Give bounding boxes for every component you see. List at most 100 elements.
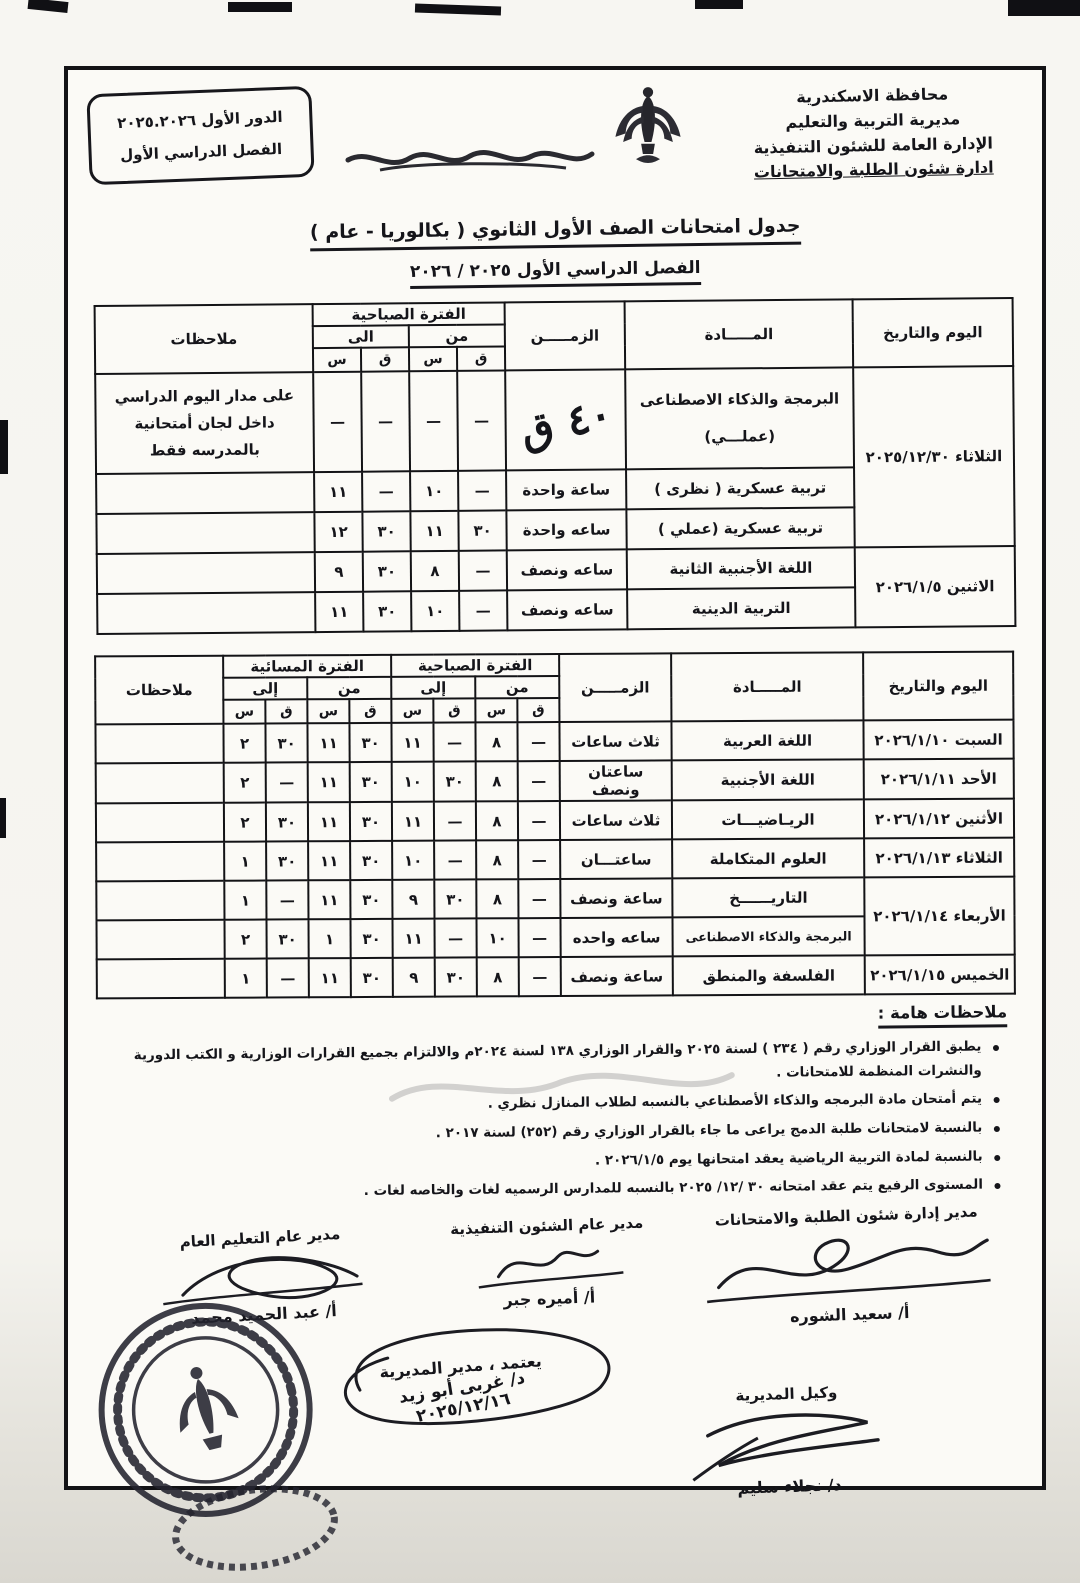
duration-cell: ثلاث ساعات [559, 721, 672, 761]
scan-artifact [0, 420, 8, 474]
t1-header-from: من [408, 324, 505, 348]
notes-cell: على مدار اليوم الدراسي داخل لجان أمتحاني… [95, 372, 315, 475]
time-cell: — [434, 840, 477, 880]
time-cell: ١ [308, 919, 351, 959]
time-cell: ١١ [308, 880, 351, 920]
t1-header-minutes: ق [360, 347, 410, 372]
notes-cell [96, 472, 315, 515]
subject-cell: التاريــــــخ [672, 877, 865, 918]
time-cell: — [409, 370, 459, 472]
notes-cell [96, 919, 225, 960]
time-cell: — [518, 839, 561, 880]
time-cell: ٨ [476, 957, 519, 997]
exams-admin-line: ادارة شئون الطلبة والامتحانات [753, 157, 994, 182]
time-cell: ١١ [307, 723, 350, 763]
signature-scribble [478, 1249, 624, 1289]
subject-cell: تربية عسكرية ( نظرى ) [626, 467, 855, 510]
duration-cell: ساعه واحده [560, 917, 673, 957]
time-cell: ١٠ [392, 840, 435, 880]
time-cell: ٣٠ [349, 761, 392, 803]
time-cell: ٣٠ [266, 919, 309, 959]
official-stamp-icon [98, 1302, 313, 1517]
time-cell: ٣٠ [350, 879, 393, 920]
time-cell: ١١ [315, 591, 364, 633]
time-cell: ١١ [307, 802, 351, 842]
subject-cell: اللغة الأجنبية [671, 759, 864, 801]
time-cell: ٣٠ [433, 761, 476, 802]
time-cell: — [265, 762, 308, 803]
time-cell: ١٠ [410, 470, 459, 512]
time-cell: — [362, 471, 411, 512]
subject-cell: اللغة العربية [671, 720, 864, 761]
official-stamp [63, 1267, 349, 1556]
eagle-emblem-icon [615, 87, 681, 163]
signature-section: مدير إدارة شئون الطلبة والامتحانات أ/ سع… [82, 1202, 1028, 1539]
t1-header-notes: ملاحظات [94, 304, 314, 375]
arabic-banner-scribble [345, 150, 595, 172]
time-cell: ١٠ [476, 918, 519, 958]
t1-header-morning: الفترة الصباحية [312, 302, 505, 327]
time-cell: ٨ [475, 722, 518, 762]
t2-header-evening: الفترة المسائية [223, 654, 392, 678]
table-row: السبت ٢٠٢٦/١/١٠ اللغة العربية ثلاث ساعات… [95, 719, 1014, 764]
signature-general-education: مدير عام التعليم العام أ/ عبد الحميد محم… [110, 1221, 415, 1332]
duration-cell: ساعتـــان [560, 839, 673, 879]
day-cell: الأربعاء ٢٠٢٦/١/١٤ [864, 876, 1015, 956]
time-cell: — [517, 800, 561, 841]
time-cell: ٢ [223, 762, 266, 803]
time-cell: ٣٠ [265, 802, 309, 842]
time-cell: — [518, 956, 561, 997]
t2-header-morning: الفترة الصباحية [391, 653, 560, 677]
general-notes-section: ملاحظات هامة : يطبق القرار الوزاري رقم (… [81, 992, 1029, 1207]
time-cell: — [313, 371, 363, 473]
day-cell: الثلاثاء ٢٠٢٥/١٢/٣٠ [853, 365, 1015, 548]
time-cell: ٣٠ [363, 591, 412, 632]
duration-cell: ٤٠ ق [505, 369, 627, 471]
exam-table-first: اليوم والتاريخ المـــــادة الزمـــــن ال… [94, 297, 1017, 635]
note-item: بالنسبة لمادة التربية الرياضية يعقد امتح… [113, 1145, 1009, 1178]
subject-cell: تربية عسكرية (عملي ) [626, 507, 855, 550]
table-row: الخميس ٢٠٢٦/١/١٥ الفلسفة والمنطق ساعة ون… [96, 954, 1015, 999]
duration-cell: ساعه ونصف [506, 549, 628, 591]
day-cell: الثلاثاء ٢٠٢٦/١/١٣ [864, 837, 1015, 878]
time-cell: ١١ [392, 918, 435, 958]
time-cell: ٣٠ [265, 723, 308, 763]
table-row: الثلاثاء ٢٠٢٦/١/١٣ العلوم المتكاملة ساعت… [96, 837, 1015, 882]
signature-scribble [163, 1256, 363, 1306]
handwritten-duration: ٤٠ ق [515, 387, 617, 456]
time-cell: ١١ [410, 510, 459, 552]
signature-scribble [692, 1413, 880, 1482]
t2-header-subject: المـــــادة [671, 652, 864, 722]
emblem-area [313, 80, 718, 182]
time-cell: ٩ [392, 957, 435, 997]
t2-header-to: إلى [223, 677, 308, 700]
time-cell: ١ [224, 958, 267, 998]
signature-deputy-director: وكيل المديرية د/ نجلاء سليم [656, 1380, 920, 1500]
subject-cell: اللغة الأجنبية الثانية [626, 547, 856, 590]
time-cell: — [459, 590, 508, 631]
subject-cell: العلوم المتكاملة [672, 838, 865, 879]
t2-header-day: اليوم والتاريخ [863, 651, 1014, 721]
signature-students-affairs: مدير إدارة شئون الطلبة والامتحانات أ/ سع… [676, 1201, 1020, 1330]
time-cell: — [518, 878, 561, 919]
scan-artifact [414, 3, 502, 16]
time-cell: — [433, 722, 476, 762]
time-cell: ٣٠ [434, 879, 477, 919]
notes-cell [96, 958, 225, 999]
table-row: الأحد ٢٠٢٦/١/١١ اللغة الأجنبية ساعتان ون… [95, 758, 1014, 804]
notes-list: يطبق القرار الوزاري رقم ( ٢٣٤ ) لسنة ٢٠٢… [111, 1035, 1009, 1206]
duration-cell: ساعه ونصف [507, 589, 628, 631]
authority-lines: محافظة الاسكندرية مديرية التربية والتعلي… [717, 77, 1029, 187]
duration-cell: ساعتان ونصف [559, 760, 672, 801]
duration-cell: ساعة واحدة [506, 469, 627, 511]
t1-header-minutes: ق [456, 346, 506, 371]
time-cell: ٢ [223, 723, 266, 763]
time-cell: ١٠ [411, 590, 460, 632]
subject-cell: البرمجة والذكاء الاصطناعى [672, 916, 865, 957]
t2-header-from: من [307, 676, 392, 700]
time-cell: — [433, 801, 477, 841]
time-cell: ٨ [410, 550, 460, 592]
time-cell: ٣٠ [350, 918, 393, 959]
approval-block: يعتمد ، مدير المديرية د/ غربى أبو زيد ٢٠… [280, 1328, 643, 1430]
t2-header-to: إلى [391, 676, 476, 699]
